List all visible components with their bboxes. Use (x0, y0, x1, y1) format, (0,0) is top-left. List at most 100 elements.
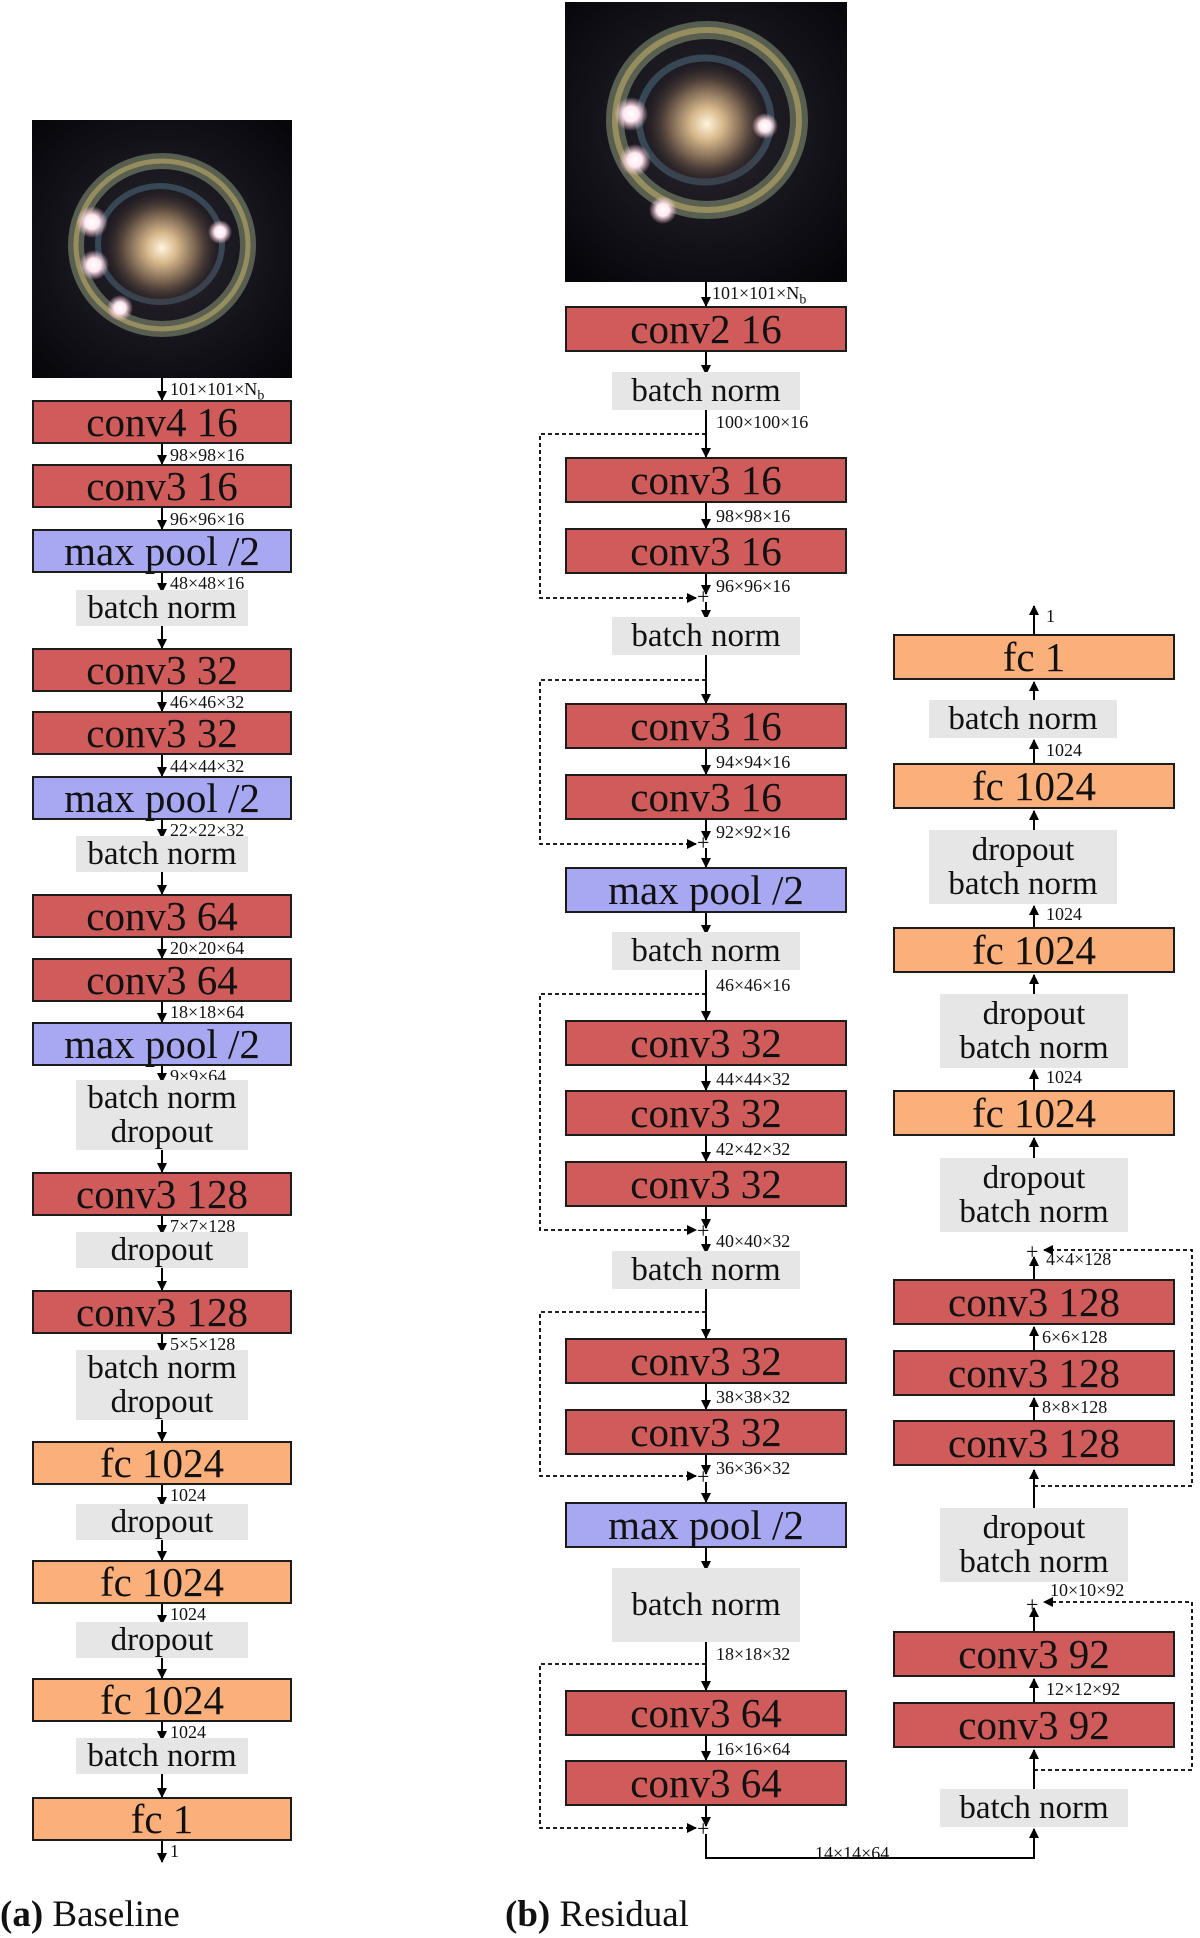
residual-op-right-batch-norm-1: batch norm (940, 1789, 1128, 1827)
residual-op-batch-norm-dropout: batch norm (612, 1568, 800, 1642)
skip-connection-4 (539, 1311, 706, 1481)
baseline-block-conv3-64-b: conv3 64 (32, 958, 292, 1002)
baseline-dim-3: 48×48×16 (170, 573, 245, 593)
baseline-dim-10: 7×7×128 (170, 1216, 236, 1236)
plus-node-1: + (697, 584, 710, 609)
baseline-block-fc-1024-b: fc 1024 (32, 1560, 292, 1604)
residual-right-dim-1: 12×12×92 (1046, 1679, 1121, 1699)
baseline-block-conv4-16: conv4 16 (32, 400, 292, 444)
residual-dim-1: 100×100×16 (716, 412, 809, 432)
baseline-dim-7: 20×20×64 (170, 938, 245, 958)
residual-op-batch-norm-2: batch norm (612, 617, 800, 655)
plus-node-6: + (1026, 1592, 1039, 1617)
residual-right-dim-output: 1 (1046, 606, 1055, 626)
baseline-block-conv3-64-a: conv3 64 (32, 894, 292, 938)
residual-block-conv3-128-b: conv3 128 (893, 1350, 1175, 1396)
residual-op-right-dropout-batch-norm-2: dropout batch norm (940, 1158, 1128, 1232)
residual-block-conv3-16-d: conv3 16 (565, 774, 847, 820)
residual-block-conv3-32-e: conv3 32 (565, 1409, 847, 1455)
baseline-op-batch-norm-dropout-1: batch norm dropout (76, 1080, 248, 1150)
baseline-block-conv3-32-b: conv3 32 (32, 711, 292, 755)
baseline-dim-2: 96×96×16 (170, 509, 245, 529)
residual-block-conv3-128-c: conv3 128 (893, 1279, 1175, 1325)
residual-right-dim-2: 10×10×92 (1050, 1580, 1125, 1600)
baseline-dim-11: 5×5×128 (170, 1334, 236, 1354)
baseline-block-max-pool-2: max pool /2 (32, 776, 292, 820)
skip-connection-7 (1034, 1245, 1193, 1487)
residual-right-dim-3: 8×8×128 (1042, 1397, 1108, 1417)
plus-node-4: + (697, 1464, 710, 1489)
baseline-block-max-pool-1: max pool /2 (32, 529, 292, 573)
residual-dim-8: 42×42×32 (716, 1139, 791, 1159)
baseline-dim-12: 1024 (170, 1485, 206, 1505)
residual-block-conv3-64-b: conv3 64 (565, 1760, 847, 1806)
residual-block-fc-1024-c: fc 1024 (893, 763, 1175, 809)
residual-dim-5: 92×92×16 (716, 822, 791, 842)
baseline-dim-14: 1024 (170, 1722, 206, 1742)
crossover-connection (705, 1828, 1039, 1859)
residual-block-max-pool-1: max pool /2 (565, 867, 847, 913)
baseline-dim-13: 1024 (170, 1604, 206, 1624)
residual-dim-4: 94×94×16 (716, 752, 791, 772)
plus-node-3: + (697, 1218, 710, 1243)
baseline-dim-output: 1 (170, 1841, 179, 1861)
residual-dim-2: 98×98×16 (716, 506, 791, 526)
skip-connection-2 (539, 679, 706, 849)
baseline-dim-8: 18×18×64 (170, 1002, 245, 1022)
lens-image-baseline (32, 120, 292, 378)
residual-right-dim-5: 4×4×128 (1046, 1249, 1112, 1269)
baseline-op-batch-norm-3: batch norm (76, 1738, 248, 1774)
residual-op-batch-norm-3: batch norm (612, 932, 800, 970)
residual-dim-14: 14×14×64 (815, 1843, 890, 1863)
baseline-op-dropout-1: dropout (76, 1232, 248, 1268)
baseline-dim-4: 46×46×32 (170, 692, 245, 712)
baseline-block-conv3-128-b: conv3 128 (32, 1290, 292, 1334)
residual-right-dim-7: 1024 (1046, 904, 1082, 924)
residual-dim-12: 18×18×32 (716, 1644, 791, 1664)
residual-dim-9: 40×40×32 (716, 1231, 791, 1251)
residual-op-right-dropout-batch-norm-3: dropout batch norm (940, 994, 1128, 1068)
residual-block-conv2-16: conv2 16 (565, 306, 847, 352)
baseline-op-batch-norm-dropout-2: batch norm dropout (76, 1350, 248, 1420)
skip-connection-1 (539, 433, 706, 603)
residual-block-conv3-16-c: conv3 16 (565, 703, 847, 749)
baseline-op-dropout-3: dropout (76, 1622, 248, 1658)
caption-baseline: (a) Baseline (0, 1894, 180, 1935)
residual-right-dim-6: 1024 (1046, 1067, 1082, 1087)
residual-op-batch-norm-4: batch norm (612, 1251, 800, 1289)
baseline-op-batch-norm-2: batch norm (76, 836, 248, 872)
baseline-block-fc-1024-c: fc 1024 (32, 1678, 292, 1722)
residual-block-conv3-128-a: conv3 128 (893, 1420, 1175, 1466)
plus-node-5: + (697, 1816, 710, 1841)
baseline-input-dim: 101×101×Nb (170, 379, 265, 404)
baseline-block-conv3-16: conv3 16 (32, 464, 292, 508)
caption-residual: (b) Residual (505, 1894, 689, 1935)
residual-input-dim: 101×101×Nb (712, 283, 807, 308)
residual-dim-7: 44×44×32 (716, 1069, 791, 1089)
residual-op-right-dropout-batch-norm-4: dropout batch norm (929, 830, 1117, 904)
residual-block-conv3-32-a: conv3 32 (565, 1020, 847, 1066)
residual-block-conv3-32-d: conv3 32 (565, 1338, 847, 1384)
baseline-op-batch-norm-1: batch norm (76, 590, 248, 626)
residual-dim-10: 38×38×32 (716, 1387, 791, 1407)
residual-block-fc-1024-a: fc 1024 (893, 1090, 1175, 1136)
baseline-op-dropout-2: dropout (76, 1504, 248, 1540)
baseline-block-fc-1024-a: fc 1024 (32, 1441, 292, 1485)
residual-dim-13: 16×16×64 (716, 1739, 791, 1759)
residual-dim-11: 36×36×32 (716, 1458, 791, 1478)
baseline-block-conv3-128-a: conv3 128 (32, 1172, 292, 1216)
residual-right-dim-4: 6×6×128 (1042, 1327, 1108, 1347)
residual-dim-6: 46×46×16 (716, 975, 791, 995)
residual-block-conv3-92-a: conv3 92 (893, 1702, 1175, 1748)
residual-block-max-pool-2: max pool /2 (565, 1502, 847, 1548)
residual-op-right-dropout-batch-norm-1: dropout batch norm (940, 1508, 1128, 1582)
plus-node-7: + (1026, 1239, 1039, 1264)
residual-op-batch-norm-1: batch norm (612, 372, 800, 410)
baseline-block-fc-1: fc 1 (32, 1797, 292, 1841)
residual-block-conv3-16-b: conv3 16 (565, 528, 847, 574)
baseline-block-max-pool-3: max pool /2 (32, 1022, 292, 1066)
residual-block-conv3-64-a: conv3 64 (565, 1690, 847, 1736)
skip-connection-3 (539, 993, 706, 1235)
residual-right-dim-8: 1024 (1046, 740, 1082, 760)
